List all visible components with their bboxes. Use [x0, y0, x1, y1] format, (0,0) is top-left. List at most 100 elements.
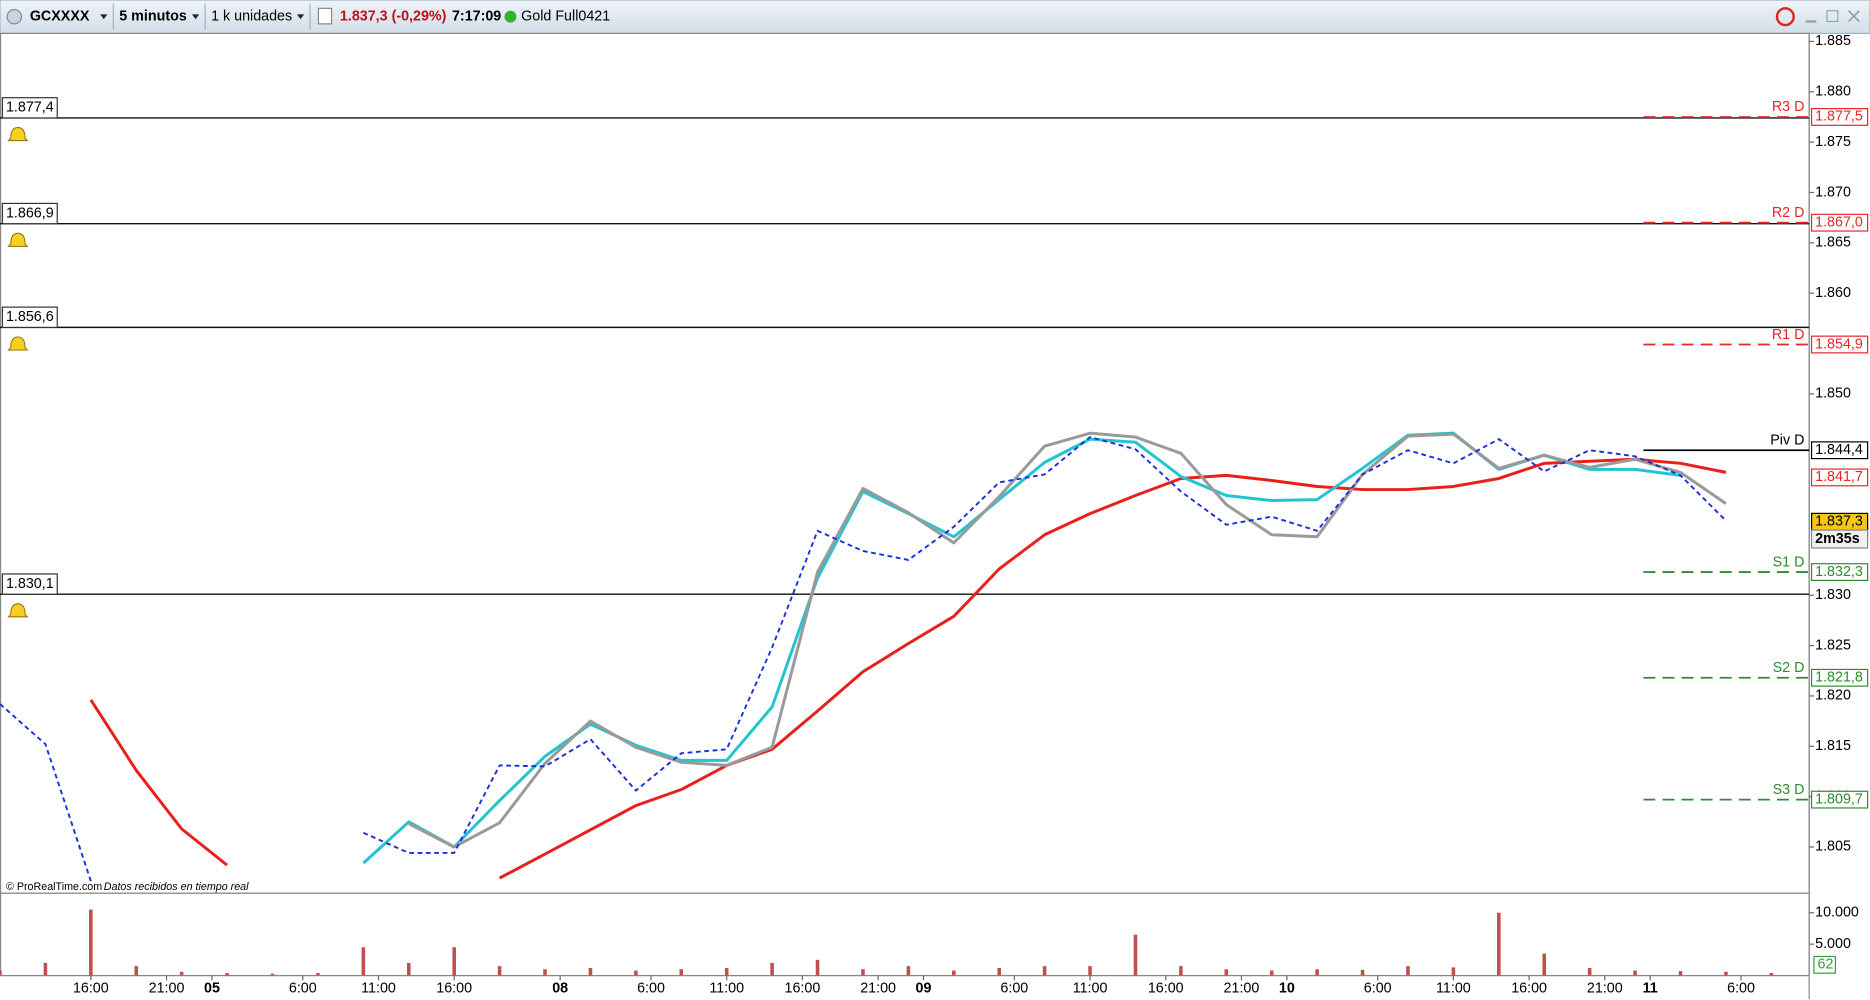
pivot-price: 1.844,4 — [1815, 442, 1863, 458]
alert-label-box — [1, 573, 58, 595]
sync-icon[interactable] — [1775, 7, 1795, 27]
x-tick-label: 21:00 — [1224, 980, 1260, 996]
clock: 7:17:09 — [452, 8, 501, 24]
volume-bar — [1360, 969, 1365, 976]
y-tick-label: 1.830 — [1815, 587, 1851, 603]
x-tick-label: 6:00 — [1727, 980, 1755, 996]
volume-plot — [0, 909, 1774, 976]
x-tick-label: 16:00 — [73, 980, 109, 996]
x-tick-label: 11:00 — [361, 980, 396, 996]
volume-bar — [0, 970, 2, 976]
indicator-box — [1813, 955, 1837, 974]
dropdown-arrow[interactable] — [296, 14, 305, 20]
alert-label-box — [1, 306, 58, 328]
instrument: Gold Full0421 — [521, 8, 610, 24]
menu-icon[interactable] — [6, 8, 23, 25]
dropdown-arrow[interactable] — [100, 14, 108, 20]
close-button[interactable] — [1847, 10, 1860, 23]
x-tick-label: 10 — [1279, 980, 1295, 996]
x-tick-label: 08 — [552, 980, 568, 996]
volume-bar — [452, 947, 456, 976]
plot-area — [0, 32, 1810, 894]
volume-bar — [43, 962, 48, 976]
volume-bar — [679, 969, 684, 976]
y-tick-label: 1.815 — [1815, 738, 1851, 754]
pivot-price-box — [1810, 441, 1869, 460]
pivot-name: R1 D — [1772, 327, 1805, 343]
status-dot — [504, 10, 517, 23]
volume-bar — [543, 969, 547, 976]
volume-bar — [1724, 971, 1728, 976]
price-change: 1.837,3 (-0,29%) — [340, 8, 447, 24]
alert-label: 1.866,9 — [6, 205, 54, 221]
pivot-name: S2 D — [1773, 660, 1805, 676]
alert-bell — [7, 232, 29, 247]
volume-bar — [1587, 968, 1592, 976]
x-tick-label: 16:00 — [436, 980, 472, 996]
x-tick-label: 11:00 — [1073, 980, 1108, 996]
volume-bar — [406, 962, 411, 976]
volume-bar — [497, 966, 502, 976]
volume-bar — [179, 971, 184, 976]
volume-bar — [1042, 966, 1047, 976]
volume-bar — [770, 962, 774, 976]
volume-bar — [1224, 969, 1229, 976]
pivot-price: 1.832,3 — [1815, 564, 1863, 580]
countdown-box — [1810, 529, 1869, 549]
overlay: 1.885 1.880 1.875 1.870 1.865 1.860 1.850 1.830… — [1, 33, 1869, 996]
price-marker: 1.837,3 — [1815, 514, 1863, 530]
alert-label: 1.830,1 — [6, 576, 54, 592]
dropdown-arrow[interactable] — [192, 14, 200, 20]
countdown: 2m35s — [1815, 531, 1860, 547]
x-tick-label: 05 — [204, 980, 220, 996]
pivot-price: 1.809,7 — [1815, 791, 1863, 807]
x-tick-label: 6:00 — [289, 980, 317, 996]
alert-bell — [7, 336, 29, 351]
symbol[interactable]: GCXXXX — [30, 8, 90, 24]
pivot-price-box — [1810, 335, 1869, 354]
pivot-name: R2 D — [1772, 205, 1805, 221]
volume-bar — [815, 959, 820, 976]
y-tick-label: 1.805 — [1815, 839, 1851, 855]
x-tick-label: 21:00 — [1587, 980, 1623, 996]
pivot-name: R3 D — [1772, 99, 1805, 115]
pivot-price: 1.867,0 — [1815, 214, 1863, 230]
pivot-price: 1.821,8 — [1815, 670, 1863, 686]
units[interactable]: 1 k unidades — [211, 8, 292, 24]
pivot-price-box — [1810, 563, 1869, 582]
restore-button[interactable] — [1826, 10, 1839, 23]
y-tick-label: 1.825 — [1815, 637, 1851, 653]
x-tick-label: 6:00 — [637, 980, 665, 996]
volume-bar — [997, 968, 1001, 976]
y-tick-label: 1.880 — [1815, 84, 1851, 100]
realtime-note: Datos recibidos en tiempo real — [104, 881, 249, 893]
x-tick-label: 16:00 — [1148, 980, 1184, 996]
y-tick-label: 10.000 — [1815, 905, 1859, 921]
volume-bar — [1406, 966, 1410, 976]
volume-bar — [906, 966, 911, 976]
x-tick-label: 11:00 — [709, 980, 744, 996]
volume-bar — [1133, 934, 1138, 976]
y-tick-label: 1.870 — [1815, 184, 1851, 200]
x-tick-label: 11 — [1643, 980, 1658, 996]
volume-bar — [270, 973, 275, 976]
info-icon[interactable] — [317, 7, 333, 25]
volume-bar — [1497, 912, 1501, 976]
volume-bar — [1769, 973, 1774, 976]
x-tick-label: 16:00 — [785, 980, 821, 996]
alert-label-box — [1, 97, 58, 119]
minimize-button[interactable] — [1805, 20, 1817, 23]
pivot-name: S1 D — [1773, 554, 1805, 570]
volume-bar — [634, 970, 638, 976]
timeframe[interactable]: 5 minutos — [119, 8, 187, 24]
toolbar — [0, 0, 1870, 34]
x-tick-label: 21:00 — [149, 980, 185, 996]
alert-label-box — [1, 202, 58, 225]
volume-bar — [361, 947, 366, 976]
x-tick-label: 11:00 — [1436, 980, 1471, 996]
y-tick-label: 1.860 — [1815, 285, 1851, 301]
x-tick-label: 21:00 — [860, 980, 896, 996]
volume-bar — [1088, 966, 1092, 976]
